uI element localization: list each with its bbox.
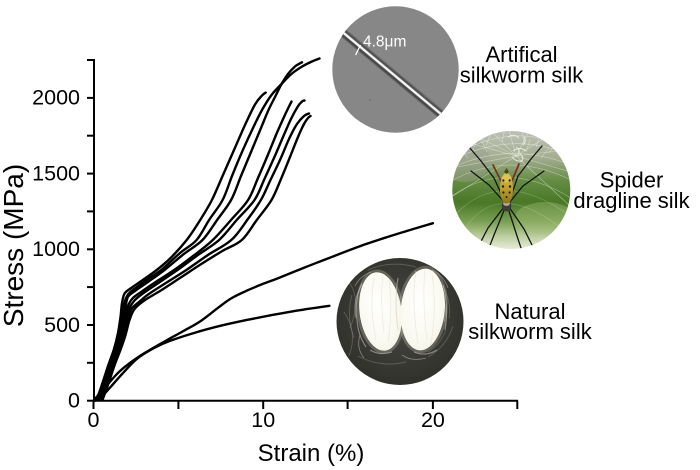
svg-text:silkworm silk: silkworm silk	[460, 63, 584, 88]
svg-text:dragline silk: dragline silk	[573, 188, 690, 213]
svg-text:1500: 1500	[32, 161, 80, 185]
svg-text:1000: 1000	[32, 237, 80, 261]
svg-text:4.8μm: 4.8μm	[363, 34, 406, 51]
svg-text:Artifical: Artifical	[485, 42, 557, 67]
svg-text:Strain (%): Strain (%)	[258, 440, 365, 467]
svg-text:silkworm silk: silkworm silk	[468, 319, 592, 344]
svg-text:0: 0	[88, 408, 100, 432]
svg-text:Spider: Spider	[600, 168, 664, 193]
svg-text:500: 500	[44, 313, 80, 337]
svg-text:0: 0	[68, 389, 80, 413]
svg-text:10: 10	[251, 408, 275, 432]
svg-text:2000: 2000	[32, 86, 80, 110]
svg-text:Stress (MPa): Stress (MPa)	[0, 164, 29, 327]
svg-text:Natural: Natural	[495, 299, 566, 324]
svg-text:20: 20	[421, 408, 445, 432]
